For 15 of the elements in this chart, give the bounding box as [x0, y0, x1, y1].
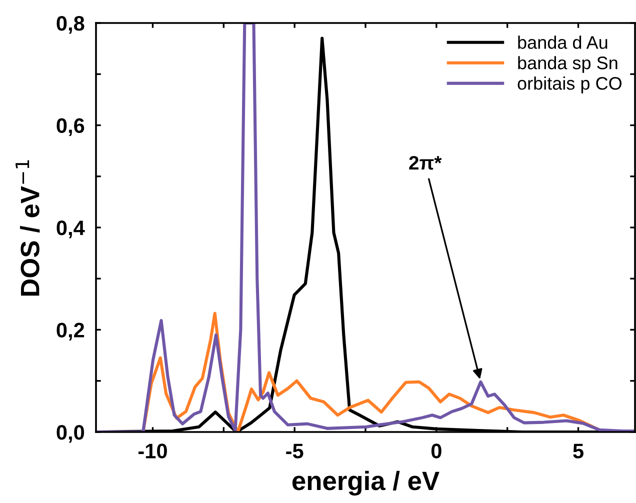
x-tick-label: 0: [431, 444, 442, 458]
y-tick-label: 0,2: [56, 322, 84, 341]
y-tick-label: 0,0: [56, 425, 84, 443]
legend-label: banda sp Sn: [518, 56, 618, 73]
y-tick-label: 0,8: [56, 16, 84, 34]
legend-label: banda d Au: [518, 36, 608, 49]
y-tick-label: 0,6: [56, 118, 84, 136]
x-tick-label: -10: [138, 444, 167, 458]
x-axis-title: energia / eV: [292, 470, 440, 496]
x-tick-label: 5: [573, 444, 584, 458]
annotation: 2π*: [409, 156, 442, 170]
legend-label: orbitais p CO: [518, 76, 622, 94]
y-axis-title: DOS / eV$^{−1}$: [16, 160, 40, 296]
x-tick-label: -5: [286, 444, 304, 458]
y-tick-label: 0,4: [56, 220, 85, 238]
